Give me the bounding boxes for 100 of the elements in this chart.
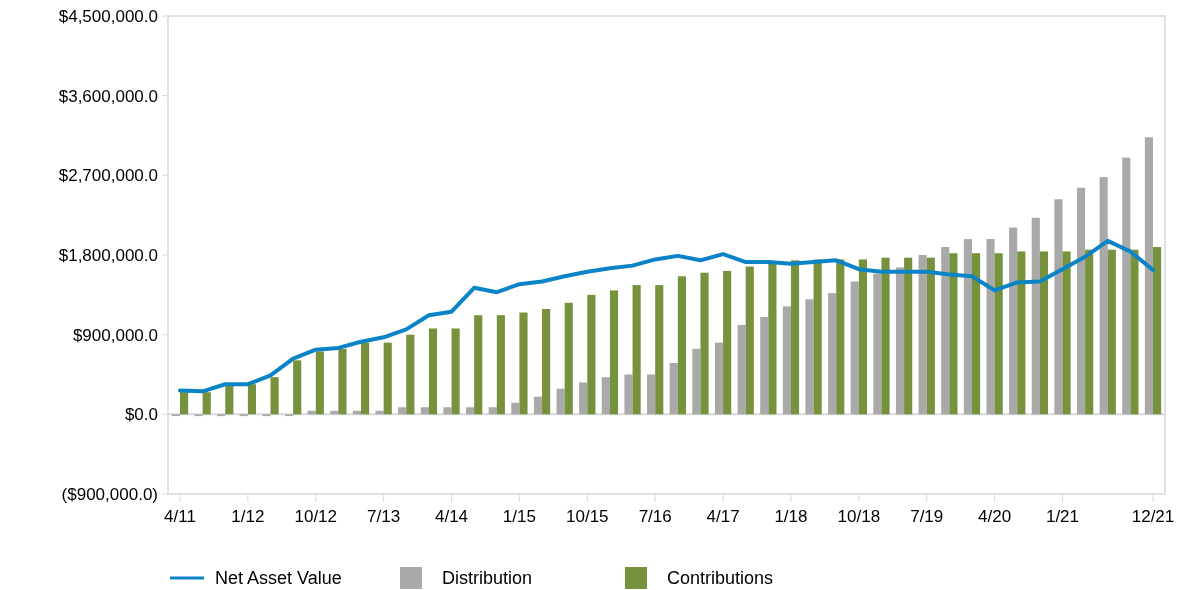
y-tick-label: $0.0 bbox=[124, 405, 158, 425]
bar bbox=[511, 402, 520, 415]
bar bbox=[406, 334, 415, 415]
legend-label: Net Asset Value bbox=[215, 568, 342, 589]
bar bbox=[556, 388, 565, 415]
x-tick-label: 1/15 bbox=[502, 507, 536, 526]
bar bbox=[994, 253, 1003, 415]
bar bbox=[760, 316, 769, 415]
bar bbox=[496, 315, 505, 415]
bar bbox=[941, 247, 950, 415]
bar bbox=[1009, 227, 1018, 415]
bar bbox=[714, 342, 724, 415]
bar bbox=[624, 374, 633, 415]
x-tick-label: 7/19 bbox=[910, 507, 944, 526]
x-tick-label: 10/18 bbox=[837, 507, 881, 526]
bar bbox=[782, 306, 791, 415]
bar bbox=[647, 374, 656, 415]
bar bbox=[1076, 187, 1086, 415]
x-tick-label: 1/12 bbox=[231, 507, 265, 526]
bar bbox=[1107, 249, 1116, 415]
bar bbox=[790, 260, 800, 415]
bar bbox=[474, 315, 483, 415]
bar bbox=[858, 259, 867, 415]
x-tick-label: 4/11 bbox=[164, 507, 196, 526]
x-tick-label: 10/15 bbox=[566, 507, 609, 526]
bar bbox=[745, 266, 754, 415]
bar bbox=[420, 407, 429, 415]
bar bbox=[1039, 251, 1049, 415]
bar bbox=[737, 324, 746, 415]
bar bbox=[293, 360, 302, 415]
x-tick-label: 1/18 bbox=[774, 507, 808, 526]
bar bbox=[466, 407, 475, 415]
bar bbox=[926, 257, 935, 415]
bar bbox=[587, 294, 596, 415]
x-tick-label: 7/13 bbox=[367, 507, 401, 526]
bar bbox=[519, 312, 528, 415]
x-tick-label: 7/16 bbox=[638, 507, 672, 526]
bar bbox=[609, 290, 619, 415]
bar bbox=[1144, 137, 1153, 415]
bar bbox=[918, 255, 927, 415]
x-tick-label: 4/14 bbox=[434, 507, 469, 526]
bar bbox=[677, 276, 686, 415]
bar bbox=[655, 285, 664, 415]
y-tick-label: $900,000.0 bbox=[72, 325, 158, 345]
bar bbox=[1153, 247, 1162, 415]
bar bbox=[805, 299, 814, 415]
bar bbox=[1017, 251, 1026, 415]
bar bbox=[383, 342, 392, 415]
bar bbox=[1099, 177, 1108, 415]
bar bbox=[895, 267, 905, 415]
bar bbox=[723, 270, 732, 415]
bar bbox=[247, 384, 257, 415]
x-tick-label: 4/20 bbox=[978, 507, 1012, 526]
y-tick-label: ($900,000.0) bbox=[61, 484, 158, 504]
bar bbox=[601, 377, 610, 415]
bar bbox=[949, 253, 958, 415]
y-tick-label: $3,600,000.0 bbox=[58, 86, 158, 106]
bar bbox=[542, 309, 551, 415]
legend-label: Distribution bbox=[442, 568, 533, 589]
bar bbox=[1054, 199, 1063, 415]
bar bbox=[813, 259, 822, 415]
bar bbox=[986, 239, 995, 415]
bar bbox=[451, 328, 460, 415]
bar bbox=[632, 285, 641, 415]
bar bbox=[225, 386, 234, 415]
y-tick-label: $1,800,000.0 bbox=[58, 245, 158, 265]
bar bbox=[971, 253, 981, 415]
x-tick-label: 4/17 bbox=[706, 507, 740, 526]
bar bbox=[836, 259, 845, 415]
y-tick-label: $4,500,000.0 bbox=[58, 6, 158, 26]
bar bbox=[850, 281, 859, 415]
bar bbox=[361, 342, 370, 415]
bar bbox=[428, 328, 438, 415]
bar bbox=[180, 392, 189, 415]
legend-label: Contributions bbox=[667, 568, 774, 589]
bar bbox=[315, 351, 324, 415]
bar bbox=[669, 362, 678, 415]
x-tick-label: 1/21 bbox=[1045, 507, 1080, 526]
bar bbox=[1130, 249, 1139, 415]
bar bbox=[270, 377, 279, 415]
bar bbox=[692, 348, 701, 415]
bar bbox=[1062, 251, 1071, 415]
x-tick-label: 12/21 bbox=[1131, 507, 1175, 526]
bar bbox=[443, 407, 452, 415]
y-tick-label: $2,700,000.0 bbox=[58, 166, 158, 186]
bar bbox=[828, 293, 837, 415]
line-series bbox=[178, 238, 1155, 394]
bar bbox=[488, 407, 497, 415]
bar bbox=[963, 239, 972, 415]
x-tick-label: 10/12 bbox=[294, 507, 338, 526]
bar bbox=[1085, 249, 1094, 415]
bar bbox=[768, 262, 777, 415]
bar bbox=[700, 272, 709, 415]
bar bbox=[202, 392, 211, 415]
bar bbox=[579, 382, 588, 415]
bar bbox=[881, 257, 890, 415]
bar bbox=[533, 396, 543, 415]
bar bbox=[398, 407, 407, 415]
bar bbox=[873, 273, 882, 415]
bar bbox=[338, 348, 347, 415]
